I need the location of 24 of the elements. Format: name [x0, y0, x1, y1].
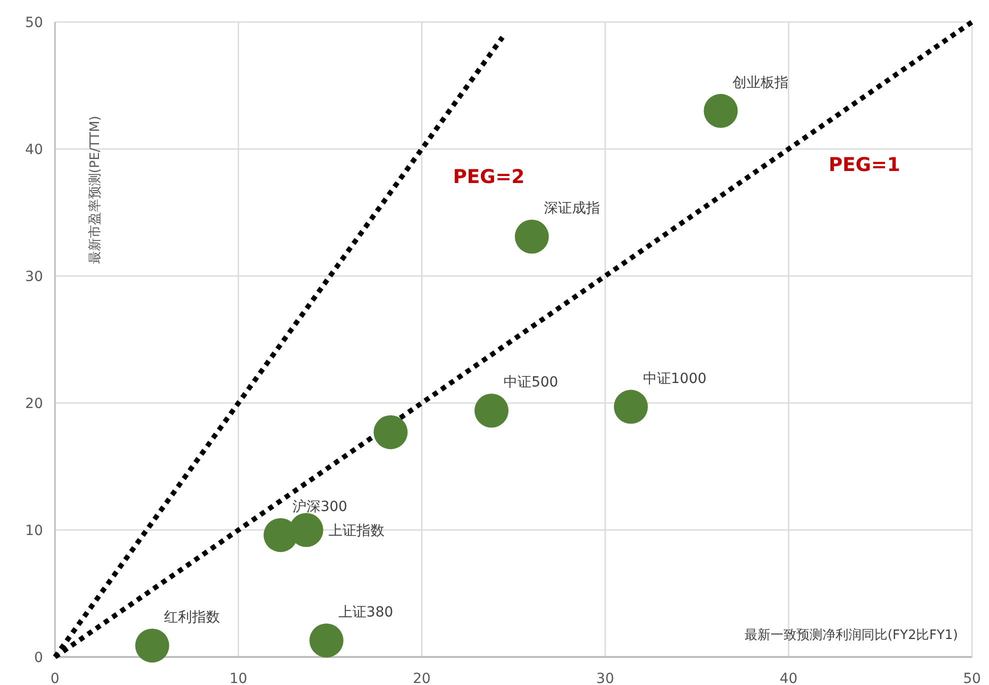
x-axis-title: 最新一致预测净利润同比(FY2比FY1)	[744, 628, 958, 643]
x-tick-label: 10	[229, 671, 248, 685]
annotation: 上证指数	[328, 523, 384, 539]
y-tick-label: 10	[25, 523, 43, 539]
y-axis-title: 最新市盈率预测(PE/TTM)	[87, 116, 103, 264]
y-tick-label: 0	[34, 650, 43, 666]
annotation: 上证380	[338, 604, 394, 620]
x-tick-label: 30	[596, 671, 614, 685]
y-tick-label: 40	[25, 142, 43, 158]
annotation: 沪深300	[292, 499, 348, 516]
series-label: PEG=2	[452, 166, 525, 188]
annotation: 创业板指	[732, 74, 789, 91]
annotation: 中证1000	[642, 370, 707, 387]
y-tick-label: 20	[25, 396, 43, 412]
x-tick-label: 40	[780, 671, 798, 685]
series-label: PEG=1	[828, 154, 900, 176]
annotation: 深证成指	[544, 200, 600, 217]
annotation: 红利指数	[164, 610, 220, 626]
x-tick-label: 50	[963, 671, 981, 685]
x-tick-label: 0	[50, 671, 60, 685]
y-tick-label: 30	[25, 269, 43, 285]
y-tick-label: 50	[25, 15, 43, 31]
x-tick-label: 20	[412, 671, 431, 685]
annotation: 中证500	[503, 374, 558, 391]
